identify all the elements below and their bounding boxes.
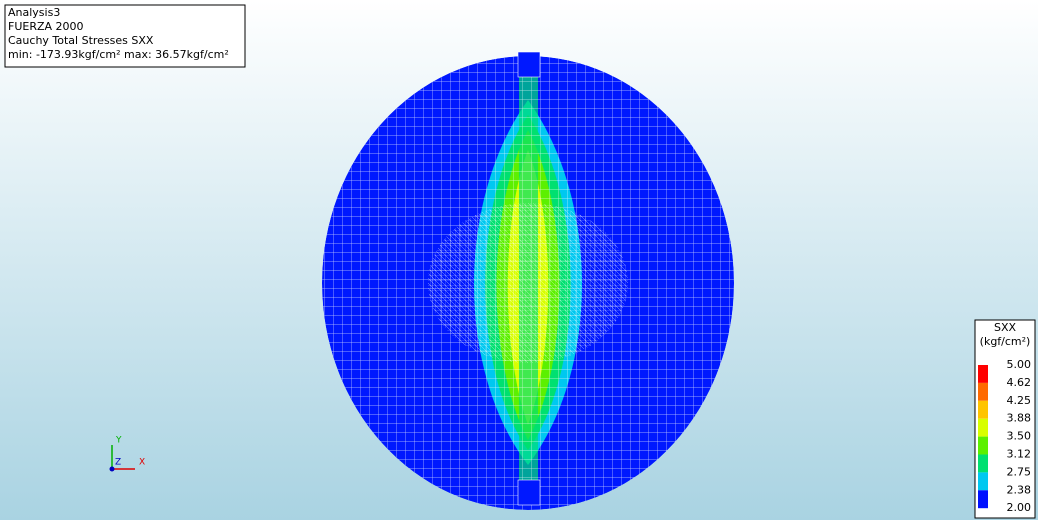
legend-label: 3.12 <box>1007 448 1032 461</box>
viewport: Analysis3FUERZA 2000Cauchy Total Stresse… <box>0 0 1038 520</box>
legend-swatch <box>978 490 988 508</box>
axis-z-label: Z <box>115 458 121 468</box>
legend-label: 2.00 <box>1007 501 1032 514</box>
legend-label: 3.88 <box>1007 412 1032 425</box>
legend-label: 5.00 <box>1007 358 1032 371</box>
legend-swatch <box>978 419 988 437</box>
top-load-block <box>518 52 540 77</box>
legend-swatch <box>978 383 988 401</box>
legend-label: 3.50 <box>1007 430 1032 443</box>
legend-swatch <box>978 437 988 455</box>
axis-y-label: Y <box>115 436 122 446</box>
legend-swatch <box>978 472 988 490</box>
legend-title: SXX <box>994 321 1017 334</box>
page: Analysis3FUERZA 2000Cauchy Total Stresse… <box>0 0 1038 520</box>
legend-unit: (kgf/cm²) <box>980 335 1031 348</box>
legend-label: 4.62 <box>1007 376 1032 389</box>
info-line: FUERZA 2000 <box>8 20 84 33</box>
info-line: min: -173.93kgf/cm² max: 36.57kgf/cm² <box>8 48 229 61</box>
axis-x-label: X <box>139 458 145 468</box>
legend-swatch <box>978 365 988 383</box>
legend-label: 2.75 <box>1007 465 1032 478</box>
legend-swatch <box>978 455 988 473</box>
legend-label: 4.25 <box>1007 394 1032 407</box>
bottom-load-block <box>518 480 540 505</box>
info-line: Cauchy Total Stresses SXX <box>8 34 154 47</box>
info-line: Analysis3 <box>8 6 60 19</box>
model <box>322 56 734 510</box>
legend-label: 2.38 <box>1007 483 1032 496</box>
legend-swatch <box>978 401 988 419</box>
